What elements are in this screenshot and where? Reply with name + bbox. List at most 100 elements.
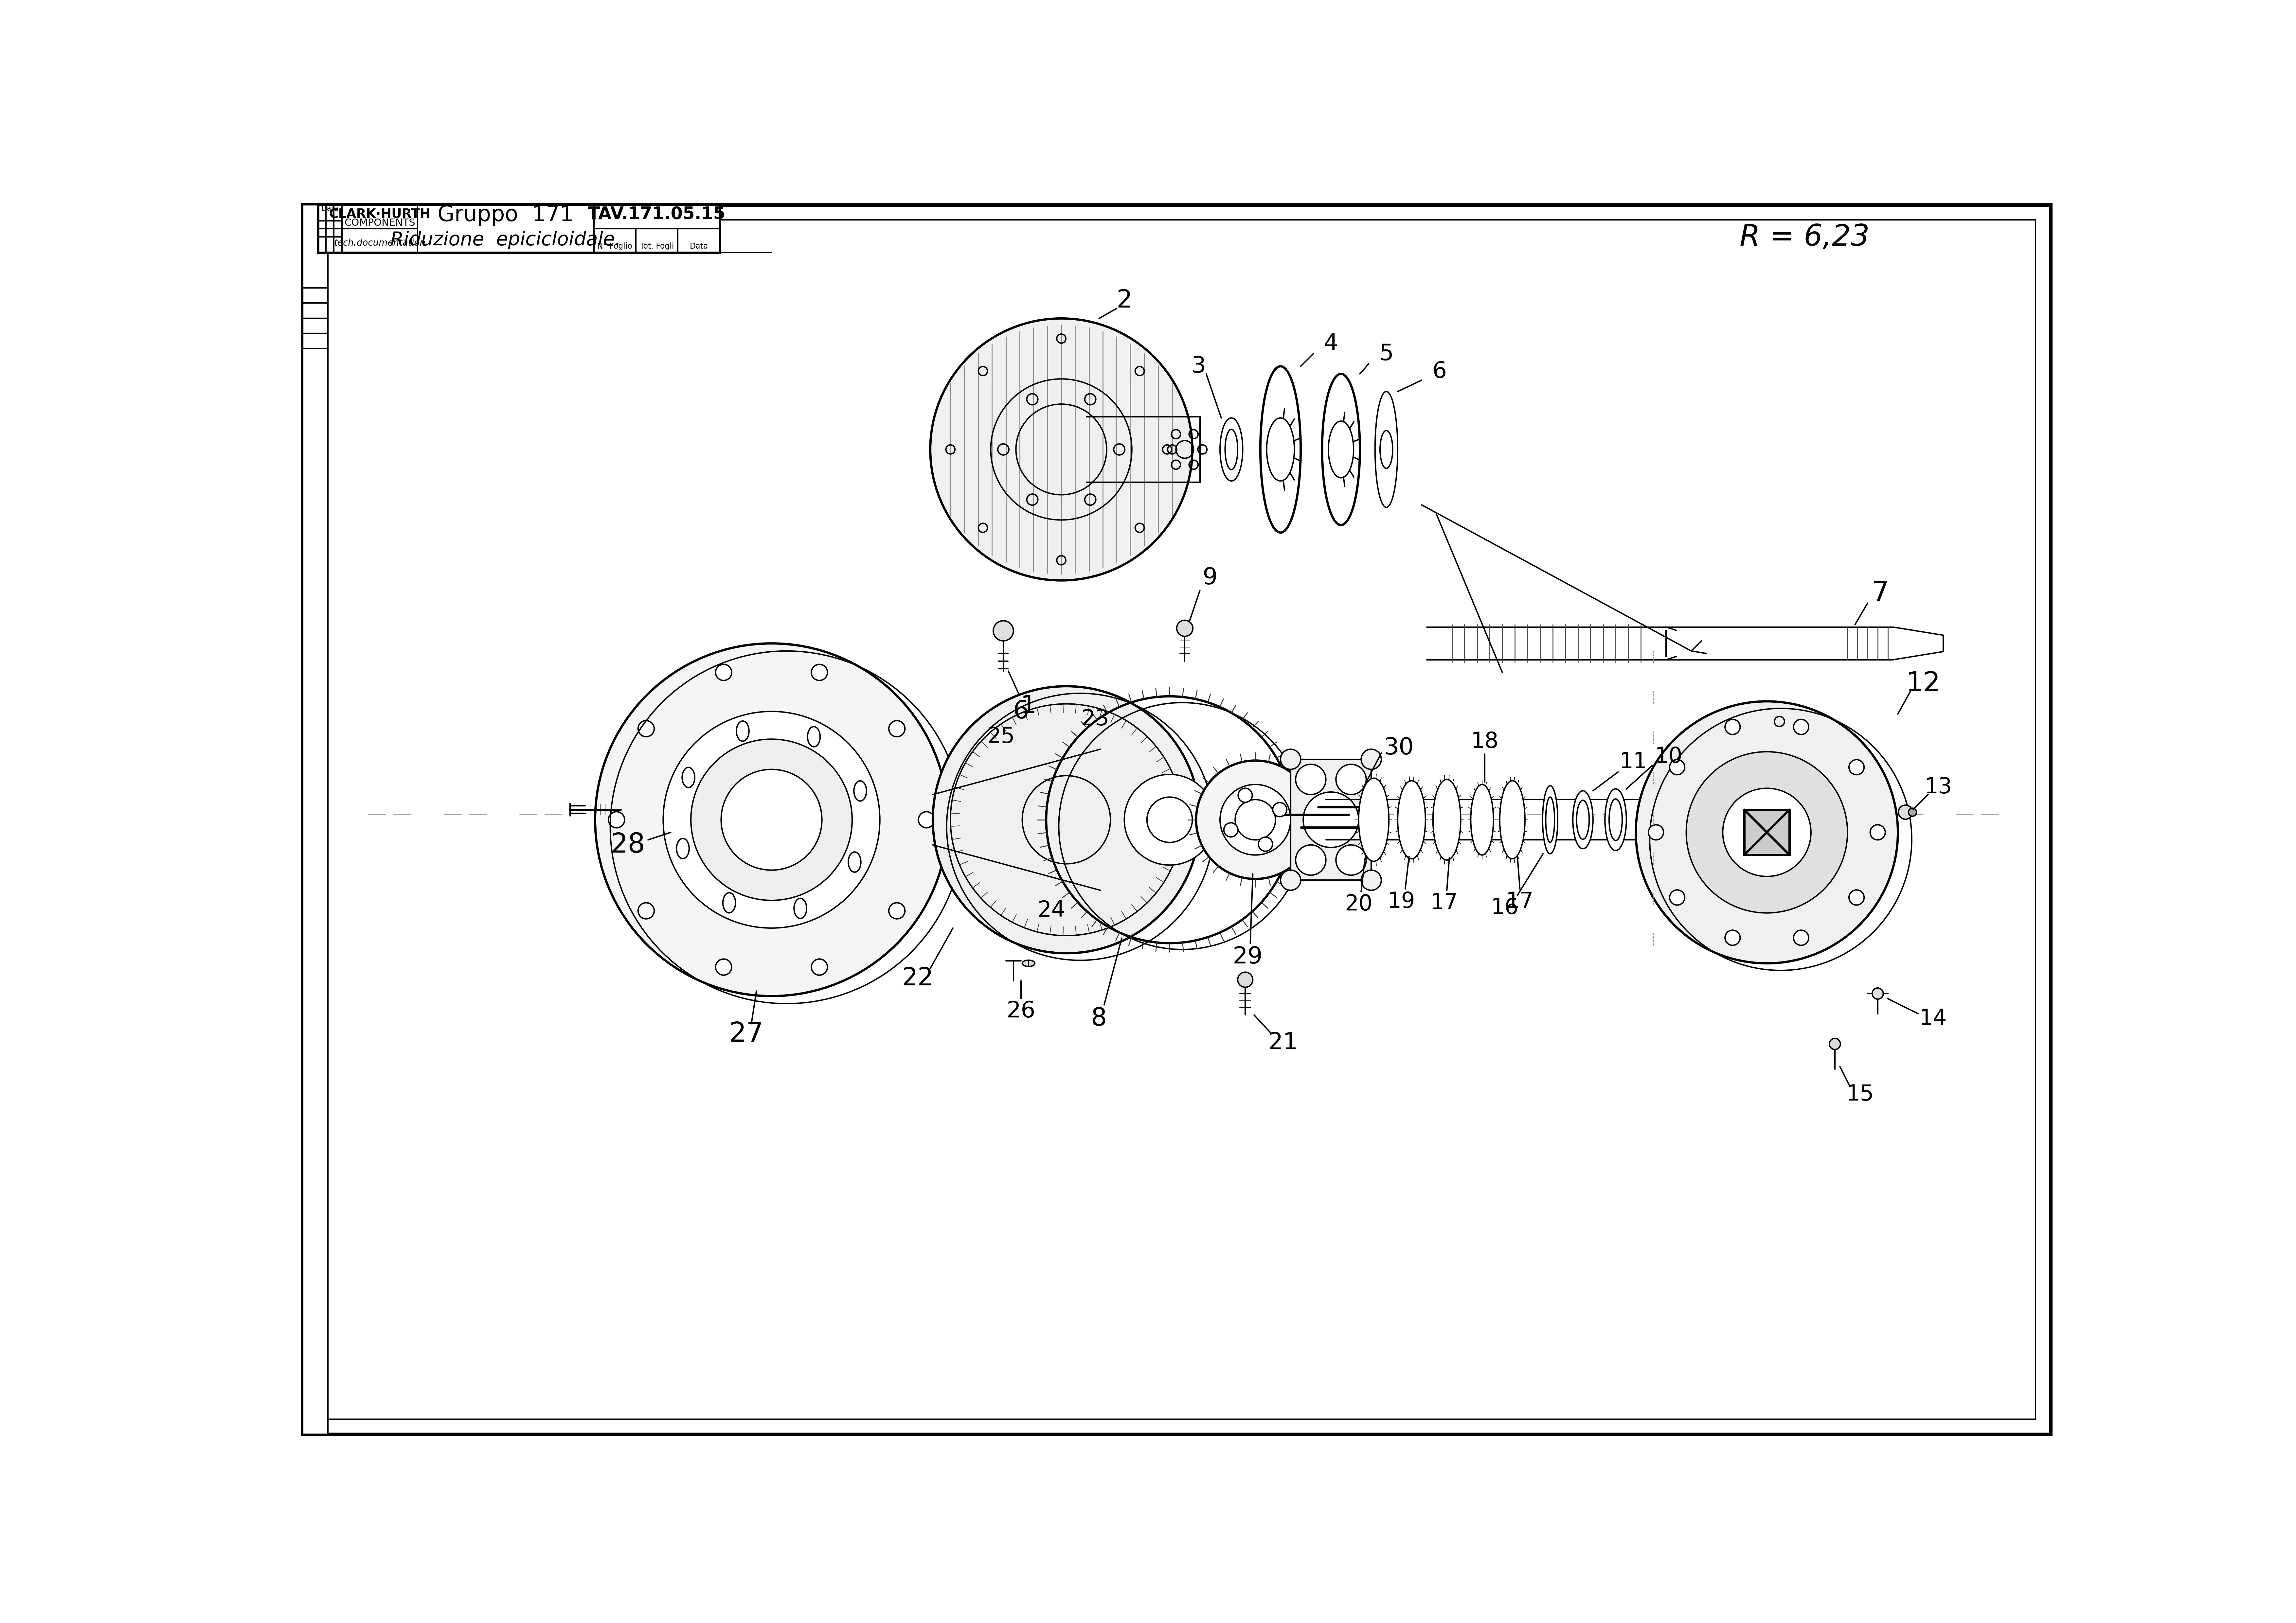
Circle shape [691,738,852,901]
Text: 1: 1 [1022,695,1035,719]
Circle shape [1635,701,1899,964]
Circle shape [918,812,934,828]
Circle shape [1196,761,1316,880]
Circle shape [1281,750,1300,769]
Text: 27: 27 [728,1021,765,1047]
Circle shape [1258,837,1272,850]
Circle shape [1295,846,1325,875]
Circle shape [994,620,1013,641]
Circle shape [810,664,827,680]
Circle shape [1871,824,1885,839]
Text: 7: 7 [1871,579,1890,607]
Circle shape [1178,620,1194,636]
Text: 13: 13 [1924,776,1952,799]
Circle shape [1899,805,1913,820]
Text: 15: 15 [1846,1084,1874,1105]
Text: 16: 16 [1490,898,1518,919]
Text: 20: 20 [1345,893,1373,915]
Circle shape [930,318,1192,581]
Circle shape [1125,774,1215,865]
Text: Gruppo  171: Gruppo 171 [439,204,574,226]
Text: 9: 9 [1203,566,1217,589]
Text: 26: 26 [1006,1000,1035,1022]
Text: 22: 22 [902,966,934,990]
Text: 18: 18 [1472,730,1499,753]
Bar [303,333,328,349]
Circle shape [608,812,625,828]
Circle shape [889,902,905,919]
Text: 3: 3 [1192,355,1205,377]
Bar [303,204,328,1435]
Circle shape [1724,930,1740,945]
Bar [317,204,721,253]
Circle shape [932,687,1201,953]
Text: 8: 8 [1091,1006,1107,1031]
Text: 14: 14 [1919,1008,1947,1029]
Ellipse shape [1472,784,1492,855]
Bar [303,304,328,318]
Text: 23: 23 [1081,708,1109,730]
Circle shape [1238,972,1254,987]
Circle shape [1793,930,1809,945]
Circle shape [889,721,905,737]
Text: 19: 19 [1387,891,1414,912]
Circle shape [1224,823,1238,837]
Text: 5: 5 [1380,342,1394,365]
Circle shape [1830,1039,1841,1050]
Ellipse shape [1433,779,1460,860]
Text: tech.documentation: tech.documentation [333,239,425,248]
Circle shape [638,902,654,919]
Bar [303,318,328,333]
Circle shape [1669,889,1685,906]
Circle shape [1219,784,1290,855]
Ellipse shape [1359,777,1389,862]
Text: 6: 6 [1013,700,1029,724]
Ellipse shape [1543,786,1557,854]
Circle shape [810,959,827,975]
Circle shape [638,721,654,737]
Circle shape [1724,719,1740,735]
Circle shape [595,643,948,997]
Text: 6: 6 [1433,360,1446,383]
Text: COMPONENTS: COMPONENTS [344,217,416,227]
Circle shape [1793,719,1809,735]
Circle shape [1685,751,1848,914]
Ellipse shape [1499,781,1525,859]
Circle shape [1848,760,1864,774]
Text: 10: 10 [1655,747,1683,768]
Circle shape [1871,988,1883,1000]
Circle shape [1238,789,1251,802]
Text: 25: 25 [987,725,1015,748]
Bar [1290,760,1371,880]
Circle shape [1362,750,1382,769]
Text: 30: 30 [1384,737,1414,760]
Ellipse shape [1605,789,1626,850]
Circle shape [1362,870,1382,891]
Text: TAV.171.05.15: TAV.171.05.15 [588,206,726,222]
Circle shape [1908,808,1917,816]
Text: Riduzione  epicicloidale.: Riduzione epicicloidale. [390,230,620,250]
Text: 17: 17 [1430,893,1458,914]
Bar [303,287,328,304]
Circle shape [1722,789,1812,876]
Circle shape [1336,764,1366,795]
Circle shape [1295,764,1325,795]
Ellipse shape [1022,961,1035,966]
Circle shape [1336,846,1366,875]
Text: 24: 24 [1038,899,1065,922]
Circle shape [664,711,879,928]
Text: N° Foglio: N° Foglio [597,242,631,250]
Ellipse shape [1573,790,1593,849]
Text: 21: 21 [1267,1031,1297,1053]
Circle shape [1848,889,1864,906]
Text: 28: 28 [611,831,645,859]
Circle shape [716,664,732,680]
Circle shape [1304,792,1359,847]
Circle shape [1649,824,1665,839]
Text: 4: 4 [1325,333,1339,354]
Circle shape [721,769,822,870]
Circle shape [1669,760,1685,774]
Text: Data: Data [689,242,707,250]
Text: CLARK·HURTH: CLARK·HURTH [328,208,429,221]
Text: 11: 11 [1619,751,1646,773]
